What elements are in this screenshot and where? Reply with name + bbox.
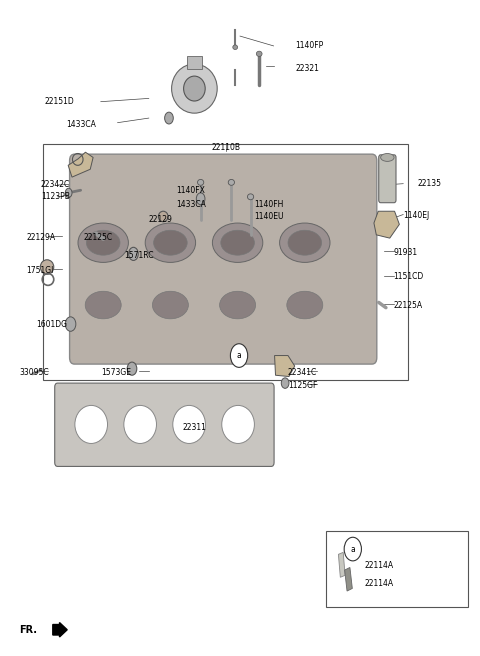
Text: 1571RC: 1571RC bbox=[124, 251, 153, 260]
Text: 22311: 22311 bbox=[182, 423, 206, 432]
FancyArrow shape bbox=[53, 623, 67, 637]
Text: 22114A: 22114A bbox=[365, 561, 394, 570]
Text: 1433CA: 1433CA bbox=[66, 120, 96, 129]
Text: 1140FH: 1140FH bbox=[254, 200, 284, 209]
Text: FR.: FR. bbox=[19, 625, 37, 635]
Ellipse shape bbox=[75, 405, 108, 443]
Circle shape bbox=[127, 362, 137, 375]
Ellipse shape bbox=[183, 76, 205, 101]
Text: 22342C: 22342C bbox=[41, 180, 70, 190]
Text: 1140FP: 1140FP bbox=[295, 41, 324, 51]
Text: 91931: 91931 bbox=[394, 248, 418, 257]
Bar bbox=[187, 56, 202, 69]
Text: 1140FX: 1140FX bbox=[177, 186, 205, 195]
Ellipse shape bbox=[222, 405, 254, 443]
Bar bbox=[43, 144, 408, 380]
Text: 22125C: 22125C bbox=[84, 233, 113, 242]
Text: 22110B: 22110B bbox=[211, 143, 240, 152]
Text: 1151CD: 1151CD bbox=[394, 272, 424, 281]
Ellipse shape bbox=[158, 211, 168, 222]
Text: 22321: 22321 bbox=[295, 64, 319, 73]
FancyBboxPatch shape bbox=[379, 155, 396, 203]
Ellipse shape bbox=[248, 194, 253, 199]
Text: 1125GF: 1125GF bbox=[288, 380, 317, 390]
Polygon shape bbox=[374, 211, 399, 238]
Text: 1140EJ: 1140EJ bbox=[403, 211, 430, 220]
Ellipse shape bbox=[40, 260, 54, 274]
FancyBboxPatch shape bbox=[55, 383, 274, 466]
Ellipse shape bbox=[219, 291, 256, 319]
Ellipse shape bbox=[256, 51, 262, 56]
Circle shape bbox=[281, 378, 289, 388]
Circle shape bbox=[129, 247, 138, 260]
Ellipse shape bbox=[221, 230, 254, 255]
Ellipse shape bbox=[145, 223, 195, 262]
Ellipse shape bbox=[173, 405, 205, 443]
Text: 22135: 22135 bbox=[418, 179, 442, 188]
Polygon shape bbox=[68, 152, 93, 177]
Ellipse shape bbox=[233, 45, 238, 50]
Polygon shape bbox=[338, 552, 345, 577]
Text: 22125A: 22125A bbox=[394, 300, 423, 310]
Text: 33095C: 33095C bbox=[19, 368, 49, 377]
Text: a: a bbox=[237, 351, 241, 360]
FancyBboxPatch shape bbox=[70, 154, 377, 364]
Ellipse shape bbox=[279, 223, 330, 262]
Text: 22129A: 22129A bbox=[26, 233, 56, 242]
Ellipse shape bbox=[198, 179, 204, 185]
Ellipse shape bbox=[154, 230, 187, 255]
Circle shape bbox=[65, 188, 72, 197]
Text: a: a bbox=[350, 544, 355, 554]
Ellipse shape bbox=[172, 64, 217, 113]
Text: 1123PB: 1123PB bbox=[41, 192, 70, 201]
Text: 22341C: 22341C bbox=[288, 368, 317, 377]
Bar bbox=[326, 531, 468, 607]
Ellipse shape bbox=[124, 405, 156, 443]
Ellipse shape bbox=[85, 291, 121, 319]
Ellipse shape bbox=[287, 291, 323, 319]
Ellipse shape bbox=[212, 223, 263, 262]
Ellipse shape bbox=[86, 230, 120, 255]
Text: 1433CA: 1433CA bbox=[177, 200, 206, 209]
Ellipse shape bbox=[152, 291, 188, 319]
Text: 22114A: 22114A bbox=[365, 579, 394, 588]
Text: 22151D: 22151D bbox=[45, 97, 74, 106]
Circle shape bbox=[65, 317, 76, 331]
Text: 1601DG: 1601DG bbox=[36, 320, 67, 329]
Text: 1751GI: 1751GI bbox=[26, 266, 54, 275]
Circle shape bbox=[165, 112, 173, 124]
Text: 22129: 22129 bbox=[149, 215, 173, 224]
Ellipse shape bbox=[78, 223, 129, 262]
Circle shape bbox=[230, 344, 248, 367]
Ellipse shape bbox=[228, 179, 234, 185]
Text: 1140EU: 1140EU bbox=[254, 212, 284, 221]
Polygon shape bbox=[345, 567, 352, 591]
Circle shape bbox=[196, 193, 205, 205]
Ellipse shape bbox=[381, 154, 394, 161]
Text: 1573GE: 1573GE bbox=[101, 368, 131, 377]
Circle shape bbox=[344, 537, 361, 561]
Polygon shape bbox=[275, 356, 295, 377]
Ellipse shape bbox=[288, 230, 322, 255]
